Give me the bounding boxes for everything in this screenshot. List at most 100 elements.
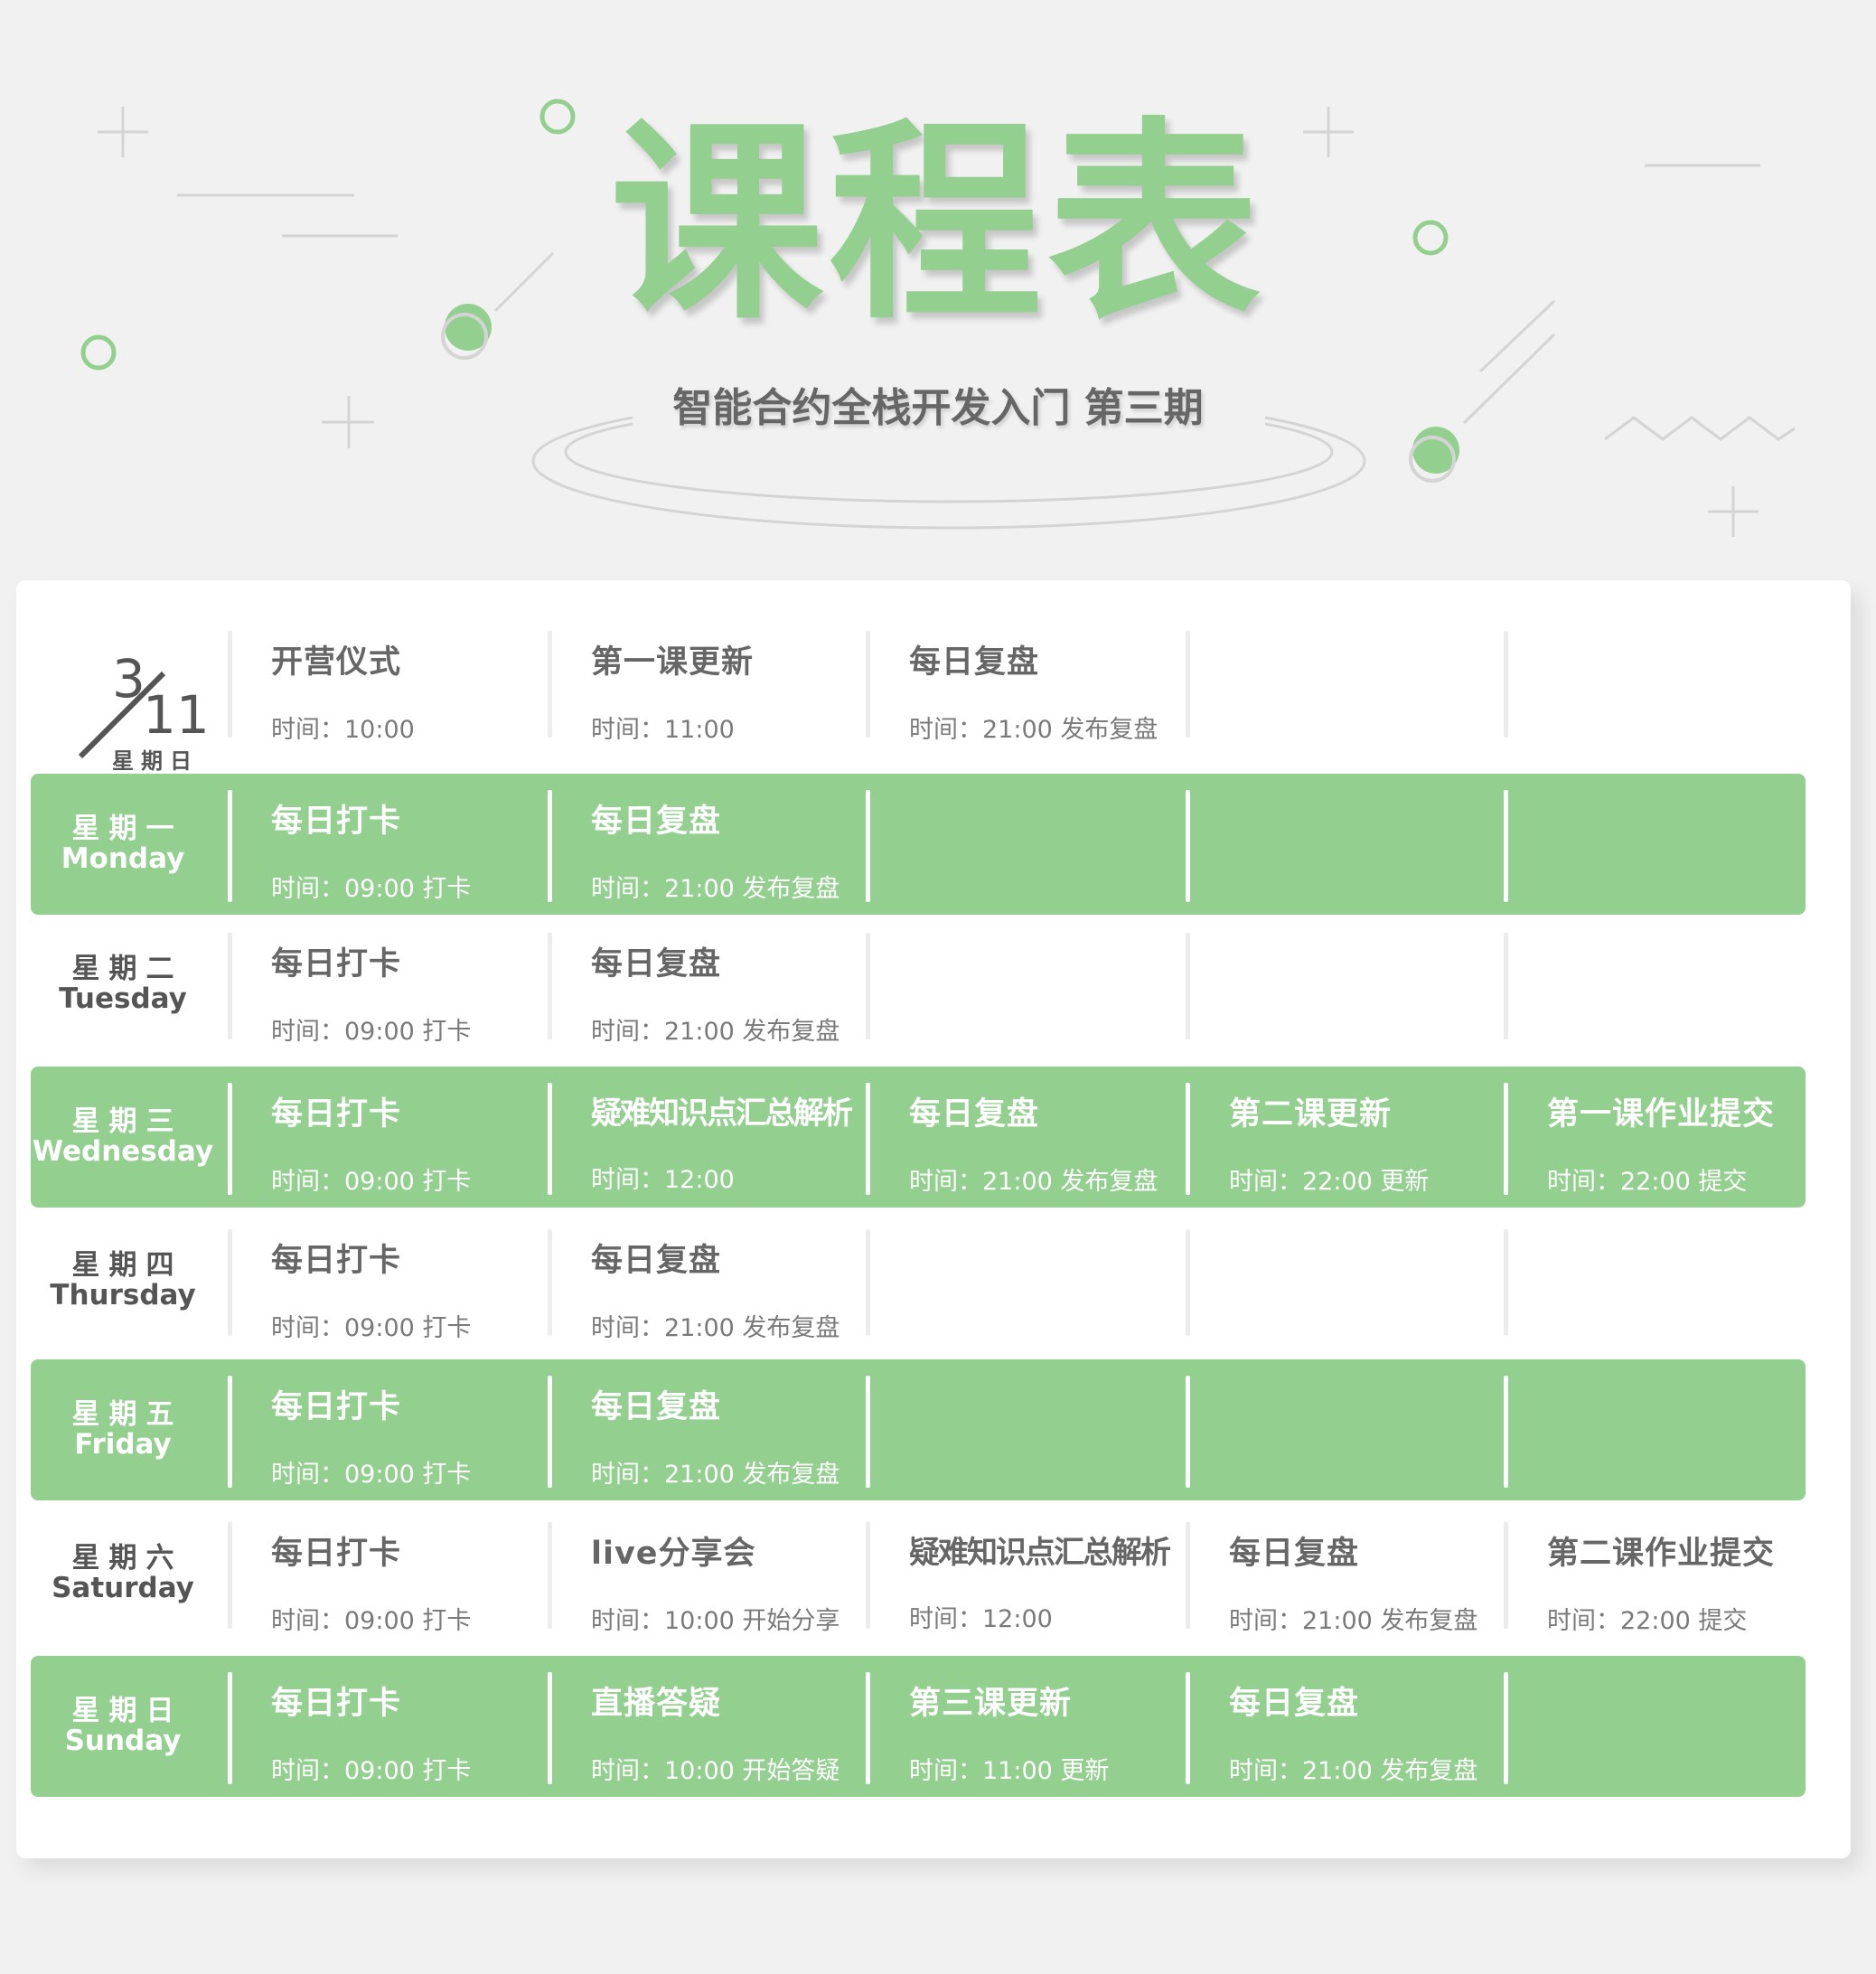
- event-time: 时间：21:00 发布复盘: [909, 1168, 1158, 1196]
- event-cell: 第二课作业提交 时间：22:00 提交: [1547, 1528, 1854, 1636]
- event-time: 时间：09:00 打卡: [271, 1607, 472, 1635]
- column-divider: [228, 1522, 232, 1629]
- column-divider: [228, 790, 232, 902]
- column-divider: [548, 1522, 552, 1629]
- event-cell: 每日复盘 时间：21:00 发布复盘: [591, 1381, 898, 1490]
- event-time: 时间：22:00 更新: [1229, 1168, 1430, 1196]
- column-divider: [228, 1083, 232, 1195]
- event-cell: 每日打卡时间：09:00 打卡: [271, 795, 578, 904]
- schedule-row: 星期五 Friday 每日打卡 时间：09:00 打卡 每日复盘 时间：21:00 发布复…: [31, 1359, 1806, 1500]
- event-title: 第三课更新: [909, 1686, 1073, 1722]
- event-time: 时间：22:00 提交: [1547, 1168, 1748, 1196]
- event-time: 时间：21:00 发布复盘: [1229, 1607, 1478, 1635]
- column-divider: [548, 631, 552, 738]
- column-divider: [866, 1229, 870, 1336]
- schedule-row: 星期日 Sunday 每日打卡 时间：09:00 打卡 直播答疑 时间：10:00 开始答…: [31, 1656, 1806, 1797]
- event-time: 时间：12:00: [909, 1605, 1053, 1633]
- column-divider: [1504, 1522, 1508, 1629]
- event-time: 时间：11:00 更新: [909, 1757, 1110, 1785]
- event-cell: 每日打卡 时间：09:00 打卡: [271, 1381, 578, 1490]
- column-divider: [1186, 933, 1190, 1039]
- event-time: 时间：09:00 打卡: [271, 875, 472, 903]
- column-divider: [548, 1083, 552, 1195]
- column-divider: [1186, 790, 1190, 902]
- column-divider: [866, 1522, 870, 1629]
- event-cell: 第三课更新时间：11:00 更新: [909, 1678, 1216, 1786]
- day-label: 星期三 Wednesday: [31, 1067, 215, 1208]
- event-cell: 每日打卡时间：09:00 打卡: [271, 1088, 578, 1197]
- event-cell: 每日打卡时间：09:00 打卡: [271, 1528, 578, 1636]
- event-time: 时间：09:00 打卡: [271, 1757, 472, 1785]
- event-cell: 每日复盘 时间：21:00 发布复盘: [591, 1235, 898, 1343]
- column-divider: [228, 1672, 232, 1784]
- column-divider: [1186, 631, 1190, 738]
- column-divider: [1504, 631, 1508, 738]
- event-time: 时间：11:00: [591, 716, 735, 744]
- day-name-en: Tuesday: [59, 982, 187, 1015]
- start-month: 3: [112, 648, 145, 710]
- event-title: 每日复盘: [909, 644, 1040, 681]
- column-divider: [548, 1376, 552, 1488]
- event-title: 每日复盘: [909, 1096, 1040, 1133]
- event-cell: 每日复盘时间：21:00 发布复盘: [909, 636, 1216, 745]
- day-label: 星期四 Thursday: [31, 1213, 215, 1349]
- day-label: 星期日 Sunday: [31, 1656, 215, 1797]
- day-name-cn: 星期日: [71, 1695, 183, 1728]
- column-divider: [1504, 1229, 1508, 1336]
- event-time: 时间：21:00 发布复盘: [909, 716, 1158, 744]
- column-divider: [866, 1672, 870, 1784]
- column-divider: [1186, 1083, 1190, 1195]
- event-time: 时间：21:00 发布复盘: [591, 1018, 840, 1046]
- column-divider: [1504, 790, 1508, 902]
- header-banner: 课程表 智能合约全栈开发入门 第三期: [0, 0, 1876, 578]
- event-title: 每日打卡: [271, 1389, 402, 1425]
- event-title: 每日打卡: [271, 1536, 402, 1572]
- event-title: 直播答疑: [591, 1686, 722, 1722]
- column-divider: [1504, 933, 1508, 1039]
- day-name-cn: 星期四: [71, 1249, 183, 1283]
- event-title: 第二课作业提交: [1547, 1536, 1776, 1572]
- column-divider: [1186, 1522, 1190, 1629]
- column-divider: [1504, 1083, 1508, 1195]
- day-name-cn: 星期五: [71, 1398, 183, 1432]
- event-time: 时间：21:00 发布复盘: [591, 1461, 840, 1489]
- schedule-table: 3 11 星期日 开营仪式 时间：10:00 第一课更新 时间：11:00 每日复盘 时间：21…: [16, 580, 1851, 1858]
- column-divider: [1504, 1672, 1508, 1784]
- day-name-en: Friday: [74, 1428, 172, 1461]
- event-cell: 第一课作业提交 时间：22:00 提交: [1547, 1088, 1854, 1197]
- event-title: 每日打卡: [271, 1096, 402, 1133]
- event-time: 时间：12:00: [591, 1166, 735, 1194]
- column-divider: [228, 631, 232, 738]
- event-cell: 每日复盘时间：21:00 发布复盘: [909, 1088, 1216, 1197]
- day-name-en: Sunday: [64, 1725, 182, 1757]
- schedule-row: 星期六 Saturday 每日打卡 时间：09:00 打卡 live分享会 时间：10:0…: [31, 1506, 1806, 1641]
- schedule-row: 星期一 Monday 每日打卡 时间：09:00 打卡 每日复盘 时间：21:00 发布复…: [31, 774, 1806, 915]
- day-name-en: Monday: [61, 842, 185, 875]
- event-title: 每日复盘: [1229, 1686, 1360, 1722]
- schedule-row: 星期二 Tuesday 每日打卡 时间：09:00 打卡 每日复盘 时间：21:00 发布…: [31, 916, 1806, 1052]
- event-time: 时间：10:00 开始分享: [591, 1607, 840, 1635]
- event-title: 疑难知识点汇总解析: [591, 1095, 853, 1132]
- day-name-en: Saturday: [52, 1572, 194, 1604]
- column-divider: [228, 933, 232, 1039]
- day-label: 星期五 Friday: [31, 1359, 215, 1500]
- page-title: 课程表: [609, 99, 1266, 348]
- column-divider: [866, 631, 870, 738]
- event-title: 每日复盘: [591, 804, 722, 840]
- event-cell: 疑难知识点汇总解析 时间：12:00: [909, 1528, 1216, 1634]
- event-cell: 每日复盘时间：21:00 发布复盘: [591, 795, 898, 904]
- event-title: 每日打卡: [271, 804, 402, 840]
- event-title: 每日复盘: [1229, 1536, 1360, 1572]
- event-time: 时间：09:00 打卡: [271, 1168, 472, 1196]
- start-day: 11: [143, 684, 210, 746]
- day-name-cn: 星期三: [71, 1105, 183, 1139]
- event-cell: 每日复盘 时间：21:00 发布复盘: [1229, 1678, 1536, 1786]
- event-time: 时间：21:00 发布复盘: [591, 875, 840, 903]
- event-title: 每日复盘: [591, 946, 722, 982]
- event-cell: 疑难知识点汇总解析时间：12:00: [591, 1088, 898, 1195]
- event-title: 每日打卡: [271, 1243, 402, 1279]
- event-time: 时间：21:00 发布复盘: [591, 1314, 840, 1342]
- column-divider: [228, 1376, 232, 1488]
- event-cell: 开营仪式 时间：10:00: [271, 636, 578, 745]
- event-cell: live分享会 时间：10:00 开始分享: [591, 1528, 898, 1636]
